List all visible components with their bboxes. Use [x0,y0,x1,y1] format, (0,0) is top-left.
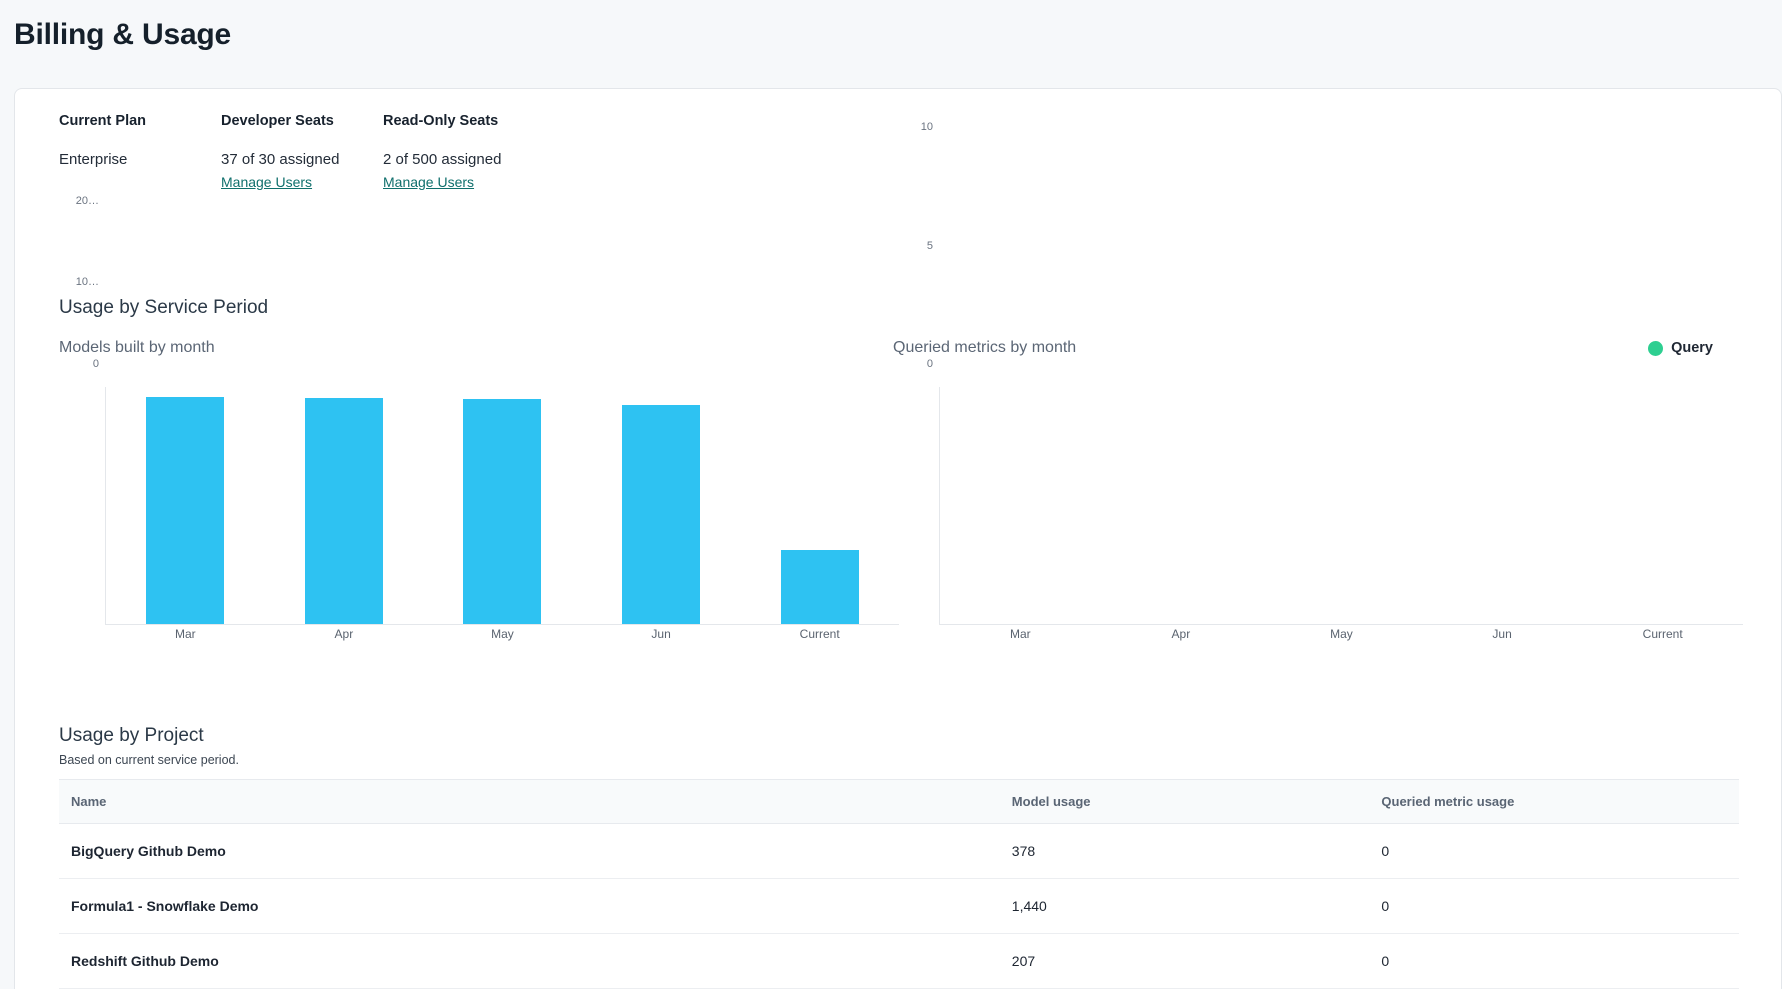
bar-slot [1261,387,1422,624]
bar-slot [1101,387,1262,624]
x-axis-labels-models: Mar Apr May Jun Current [106,627,899,647]
usage-by-project-title: Usage by Project [59,725,204,746]
bar-slot [582,387,741,624]
cell-project-name: Formula1 - Snowflake Demo [59,878,1000,934]
chart-bar[interactable] [463,399,542,624]
x-axis-tick-label: Jun [1492,627,1512,641]
usage-by-project-table: Name Model usage Queried metric usage Bi… [59,779,1739,989]
y-axis-line [939,387,940,625]
x-axis-tick-label: Jun [651,627,671,641]
y-axis-tick-label: 10… [75,276,99,289]
manage-users-link-developer[interactable]: Manage Users [221,174,313,190]
x-axis-tick-label: Apr [334,627,354,641]
manage-users-link-readonly[interactable]: Manage Users [383,174,475,190]
chart-title-models: Models built by month [59,339,215,356]
queried-metrics-chart: Queried metrics by month Query 0 5 10 Mar A… [893,121,1743,647]
x-axis-line [105,624,899,625]
y-axis-tick-label: 0 [92,358,99,370]
usage-by-service-period-title: Usage by Service Period [59,297,269,318]
plan-column-value: 37 of 30 assigned [221,151,340,168]
plan-column-heading: Developer Seats [221,113,334,129]
bar-slot [740,387,899,624]
x-axis-tick-label: Current [799,627,840,641]
x-axis-tick-label: Mar [174,627,196,641]
x-axis-line [939,624,1743,625]
bar-slot [1422,387,1583,624]
usage-by-project-section: Usage by Project Based on current servic… [59,725,1739,989]
column-header-queried-metric-usage[interactable]: Queried metric usage [1369,779,1739,824]
chart-bar[interactable] [622,404,701,624]
x-axis-labels-queried: Mar Apr May Jun Current [940,627,1743,647]
bar-slot [940,387,1101,624]
plan-column-developer-seats: Developer Seats 37 of 30 assigned Manage… [221,113,383,192]
cell-queried-metric-usage: 0 [1369,823,1739,879]
plan-column-heading: Current Plan [59,113,147,129]
x-axis-tick-label: Current [1642,627,1683,641]
bars-models [106,387,899,624]
bar-slot [1582,387,1743,624]
bar-slot [265,387,424,624]
charts-region: Models built by month 0 10… 20… Mar Apr May J… [15,121,1781,677]
cell-project-name: BigQuery Github Demo [59,823,1000,879]
x-axis-tick-label: May [491,627,514,641]
billing-card: Current Plan Enterprise Developer Seats … [14,88,1782,989]
plan-column-current-plan: Current Plan Enterprise [59,113,221,192]
table-row[interactable]: Formula1 - Snowflake Demo 1,440 0 [59,878,1739,934]
chart-title-queried: Queried metrics by month [893,339,1077,356]
cell-project-name: Redshift Github Demo [59,933,1000,989]
x-axis-tick-label: May [1330,627,1353,641]
y-axis-line [105,387,106,625]
chart-bar[interactable] [304,398,383,624]
models-built-plot: 0 10… 20… Mar Apr May Jun Current [59,195,899,647]
plan-column-heading: Read-Only Seats [383,113,499,129]
cell-queried-metric-usage: 0 [1369,933,1739,989]
cell-model-usage: 207 [999,933,1370,989]
bars-queried [940,387,1743,624]
x-axis-tick-label: Apr [1171,627,1191,641]
legend-label: Query [1671,340,1713,356]
bar-slot [106,387,265,624]
plan-column-value: Enterprise [59,151,128,168]
table-body: BigQuery Github Demo 378 0 Formula1 - Snowf… [59,823,1739,989]
y-axis-tick-label: 10 [920,121,933,133]
column-header-name[interactable]: Name [59,779,1000,824]
usage-by-project-subtitle: Based on current service period. [59,753,239,767]
y-axis-tick-label: 0 [926,358,933,370]
y-axis-tick-label: 20… [75,194,99,207]
table-row[interactable]: BigQuery Github Demo 378 0 [59,823,1739,879]
cell-model-usage: 378 [999,823,1370,879]
queried-metrics-plot: 0 5 10 Mar Apr May Jun Current [893,121,1743,647]
chart-legend: Query [1648,340,1713,356]
bar-slot [423,387,582,624]
cell-model-usage: 1,440 [999,878,1370,934]
chart-bar[interactable] [146,396,225,624]
plan-summary: Current Plan Enterprise Developer Seats … [59,113,545,192]
table-row[interactable]: Redshift Github Demo 207 0 [59,933,1739,989]
cell-queried-metric-usage: 0 [1369,878,1739,934]
plan-column-read-only-seats: Read-Only Seats 2 of 500 assigned Manage… [383,113,545,192]
x-axis-tick-label: Mar [1009,627,1031,641]
models-built-chart: Models built by month 0 10… 20… Mar Apr May J… [59,195,899,647]
plan-column-value: 2 of 500 assigned [383,151,502,168]
table-header-row: Name Model usage Queried metric usage [59,779,1739,824]
column-header-model-usage[interactable]: Model usage [999,779,1370,824]
y-axis-tick-label: 5 [926,239,933,252]
page-title: Billing & Usage [14,18,232,51]
chart-bar[interactable] [780,549,859,624]
legend-dot-icon [1648,340,1664,356]
